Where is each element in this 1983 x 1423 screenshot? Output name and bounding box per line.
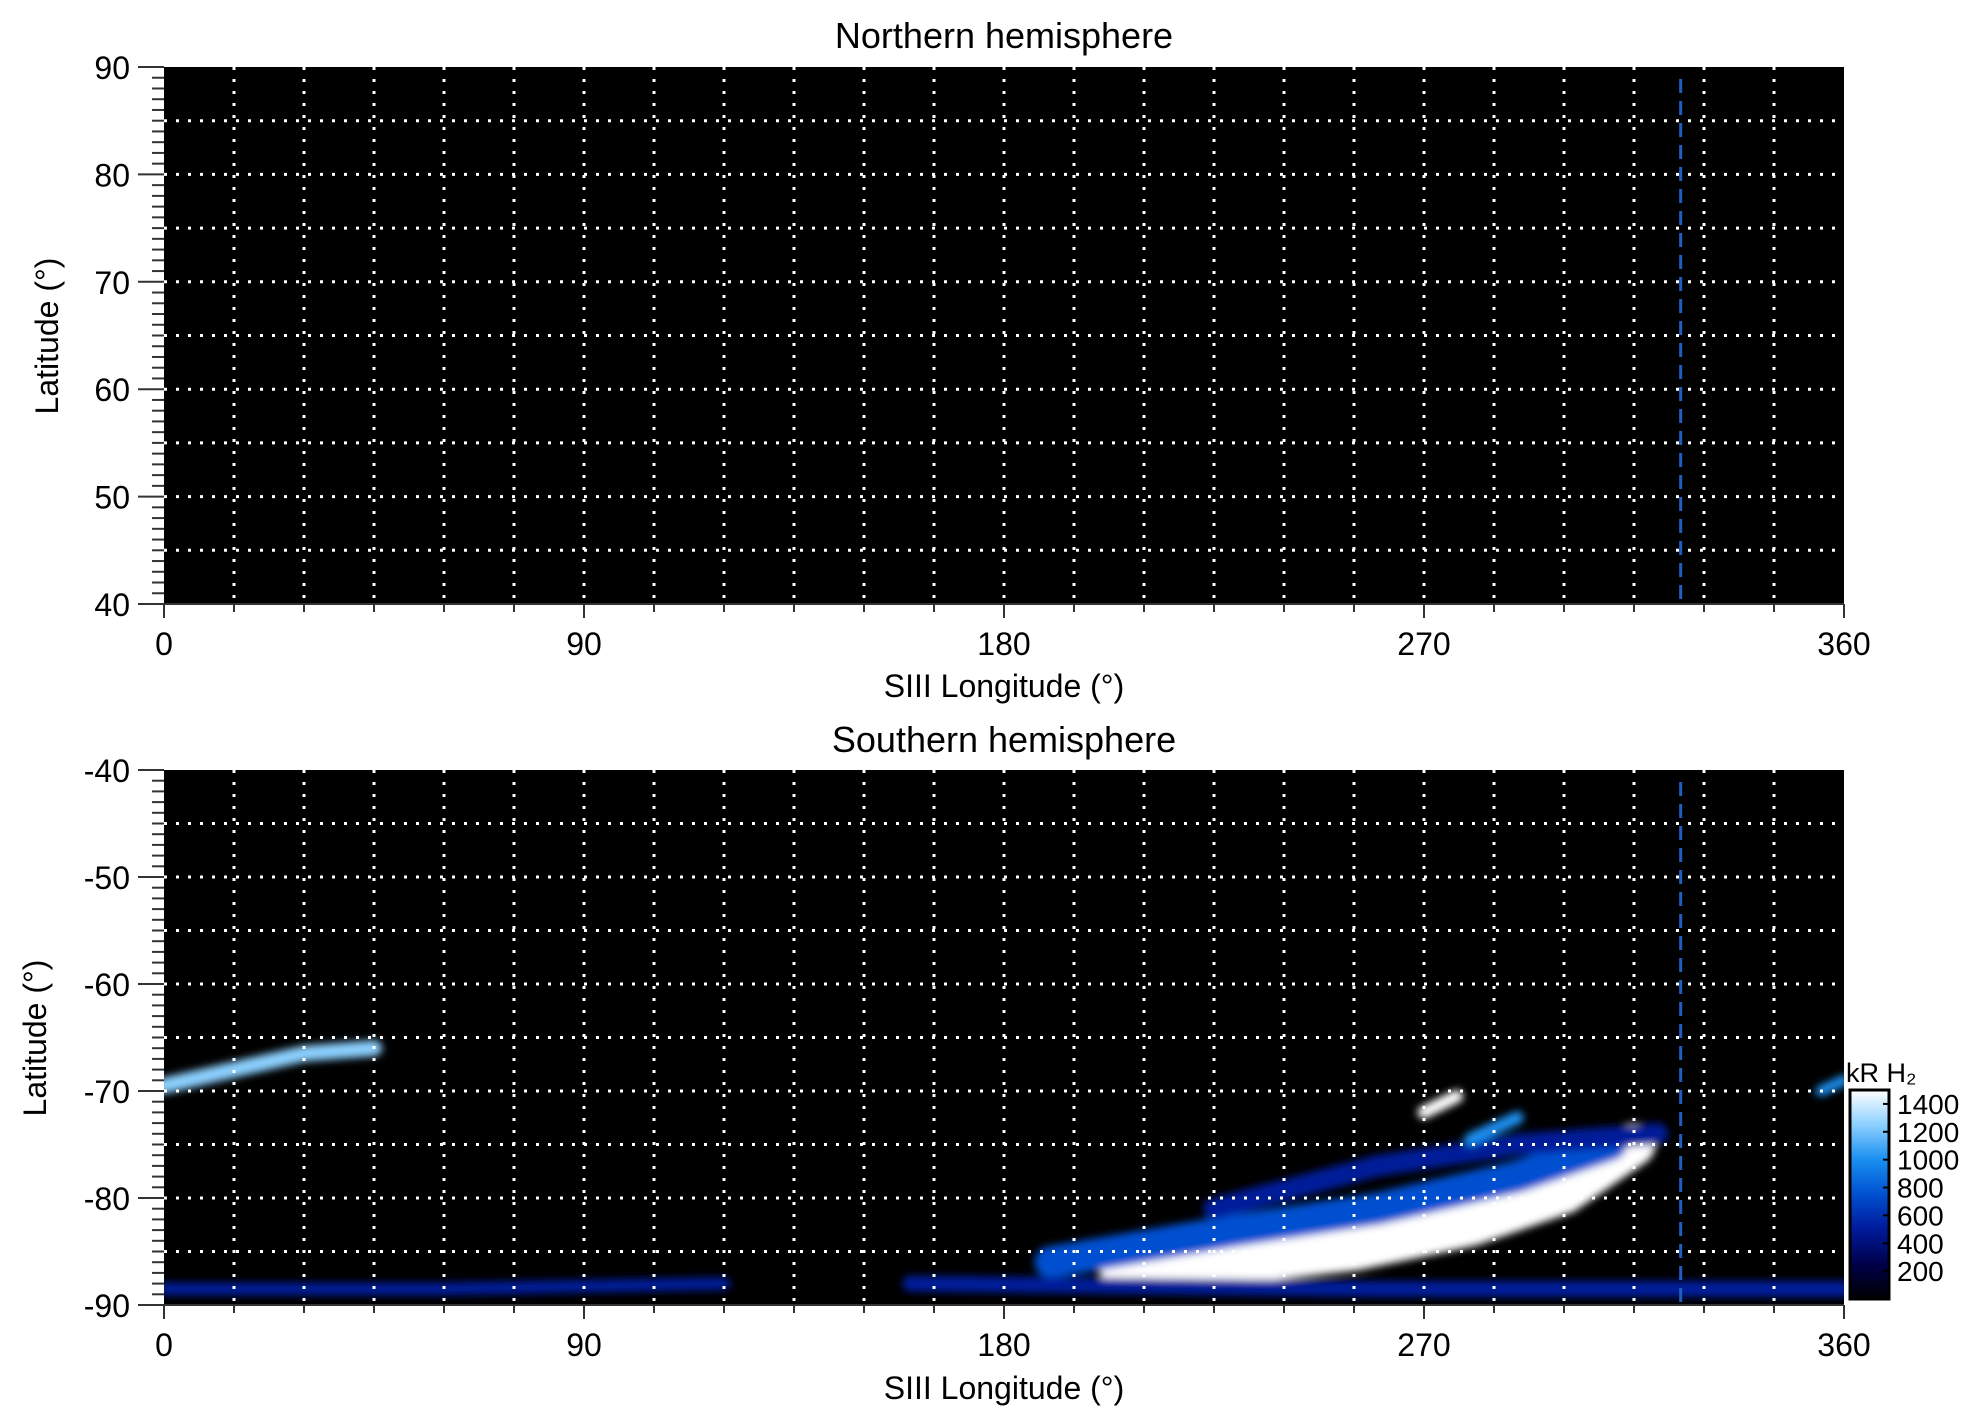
colorbar-tick-label: 600 <box>1897 1200 1944 1231</box>
bottom-panel-title: Southern hemisphere <box>832 719 1176 760</box>
emission-feature <box>1464 1111 1524 1146</box>
y-tick-label: -60 <box>84 967 130 1003</box>
x-tick-label: 90 <box>566 626 602 662</box>
emission-feature <box>164 1040 383 1094</box>
top-x-axis-label: SIII Longitude (°) <box>884 668 1124 704</box>
y-tick-label: -40 <box>84 753 130 789</box>
emission-feature <box>1099 1123 1656 1289</box>
colorbar-gradient <box>1848 1088 1891 1301</box>
colorbar-tick-label: 400 <box>1897 1228 1944 1259</box>
x-tick-label: 0 <box>155 1327 173 1363</box>
x-tick-label: 0 <box>155 626 173 662</box>
top-panel-title: Northern hemisphere <box>835 15 1173 56</box>
colorbar-tick-label: 200 <box>1897 1256 1944 1287</box>
colorbar-tick-label: 800 <box>1897 1173 1944 1204</box>
x-tick-label: 360 <box>1817 626 1870 662</box>
bottom-y-axis-label: Latitude (°) <box>17 960 53 1117</box>
panel-0: 0 90 180 270 360 40 50 60 70 80 90 <box>94 50 1870 662</box>
y-tick-label: -70 <box>84 1074 130 1110</box>
y-tick-label: -50 <box>84 860 130 896</box>
y-tick-label: 80 <box>94 157 130 193</box>
bottom-x-axis-label: SIII Longitude (°) <box>884 1370 1124 1406</box>
x-tick-label: 90 <box>566 1327 602 1363</box>
y-tick-label: 40 <box>94 587 130 623</box>
emission-feature <box>1203 1123 1669 1220</box>
x-tick-label: 360 <box>1817 1327 1870 1363</box>
top-y-axis-label: Latitude (°) <box>29 258 65 415</box>
emission-feature <box>1034 1128 1627 1279</box>
colorbar-tick-label: 1200 <box>1897 1117 1959 1148</box>
y-tick-label: 60 <box>94 372 130 408</box>
x-tick-label: 180 <box>977 1327 1030 1363</box>
y-tick-label: 90 <box>94 50 130 86</box>
colorbar-tick-label: 1000 <box>1897 1145 1959 1176</box>
x-tick-label: 270 <box>1397 626 1450 662</box>
colorbar-label: kR H₂ <box>1846 1058 1916 1088</box>
colorbar-tick-label: 1400 <box>1897 1089 1959 1120</box>
emission-feature <box>1815 1074 1844 1097</box>
x-tick-label: 180 <box>977 626 1030 662</box>
emission-feature <box>1417 1089 1464 1119</box>
panel-1: 0 90 180 270 360 -90 -80 -70 -60 -50 -40 <box>84 753 1871 1363</box>
y-tick-label: 50 <box>94 480 130 516</box>
y-tick-label: -80 <box>84 1181 130 1217</box>
emission-feature <box>902 1275 1844 1297</box>
y-tick-label: 70 <box>94 265 130 301</box>
y-tick-label: -90 <box>84 1288 130 1324</box>
x-tick-label: 270 <box>1397 1327 1450 1363</box>
